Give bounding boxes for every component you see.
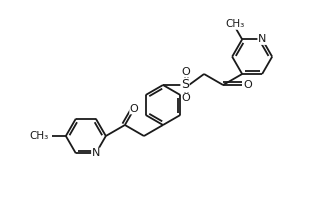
Text: O: O xyxy=(182,67,190,77)
Text: CH₃: CH₃ xyxy=(226,19,245,29)
Text: O: O xyxy=(130,104,139,114)
Text: CH₃: CH₃ xyxy=(30,131,49,141)
Text: S: S xyxy=(181,79,189,92)
Text: O: O xyxy=(182,93,190,103)
Text: O: O xyxy=(244,80,253,90)
Text: N: N xyxy=(258,34,266,44)
Text: N: N xyxy=(92,148,100,158)
